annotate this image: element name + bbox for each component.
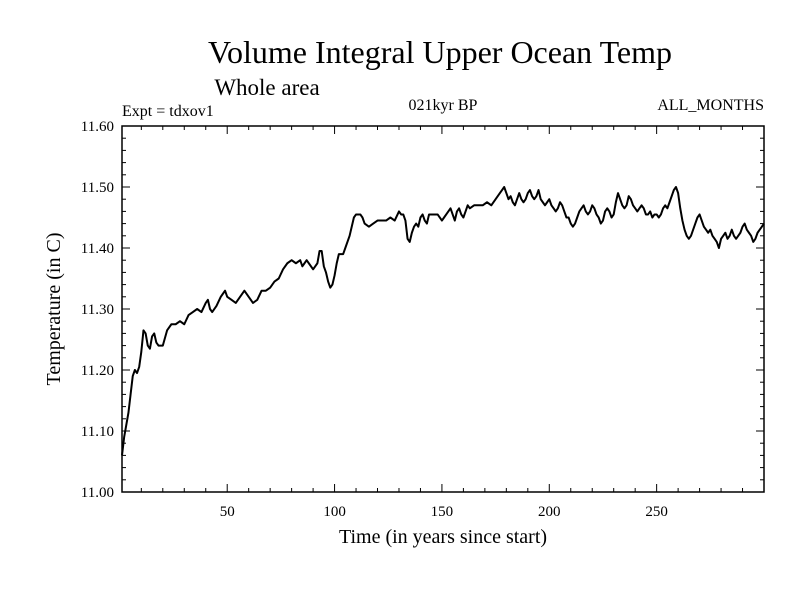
- chart-subtitle: Whole area: [214, 75, 319, 100]
- months-label: ALL_MONTHS: [657, 97, 764, 114]
- x-tick-label: 150: [431, 504, 454, 520]
- x-tick-label: 250: [645, 504, 668, 520]
- y-tick-label: 11.00: [81, 485, 114, 501]
- x-axis-label: Time (in years since start): [339, 526, 547, 548]
- x-tick-label: 50: [220, 504, 235, 520]
- y-tick-label: 11.10: [81, 424, 114, 440]
- experiment-label: Expt = tdxov1: [122, 103, 214, 120]
- y-tick-label: 11.60: [81, 119, 114, 135]
- x-tick-label: 100: [323, 504, 346, 520]
- y-tick-label: 11.20: [81, 363, 114, 379]
- y-tick-label: 11.50: [81, 180, 114, 196]
- plot-frame: [121, 125, 765, 493]
- period-label: 021kyr BP: [409, 97, 478, 114]
- chart-title: Volume Integral Upper Ocean Temp: [208, 34, 672, 70]
- tick-label-group: 50 100 150 200 250 11.00 11.10 11.20 11.30 11.40 1…: [81, 119, 668, 520]
- x-tick-label: 200: [538, 504, 561, 520]
- y-tick-label: 11.40: [81, 241, 114, 257]
- series-line: [121, 186, 765, 456]
- y-tick-label: 11.30: [81, 302, 114, 318]
- y-axis-label: Temperature (in C): [43, 233, 65, 386]
